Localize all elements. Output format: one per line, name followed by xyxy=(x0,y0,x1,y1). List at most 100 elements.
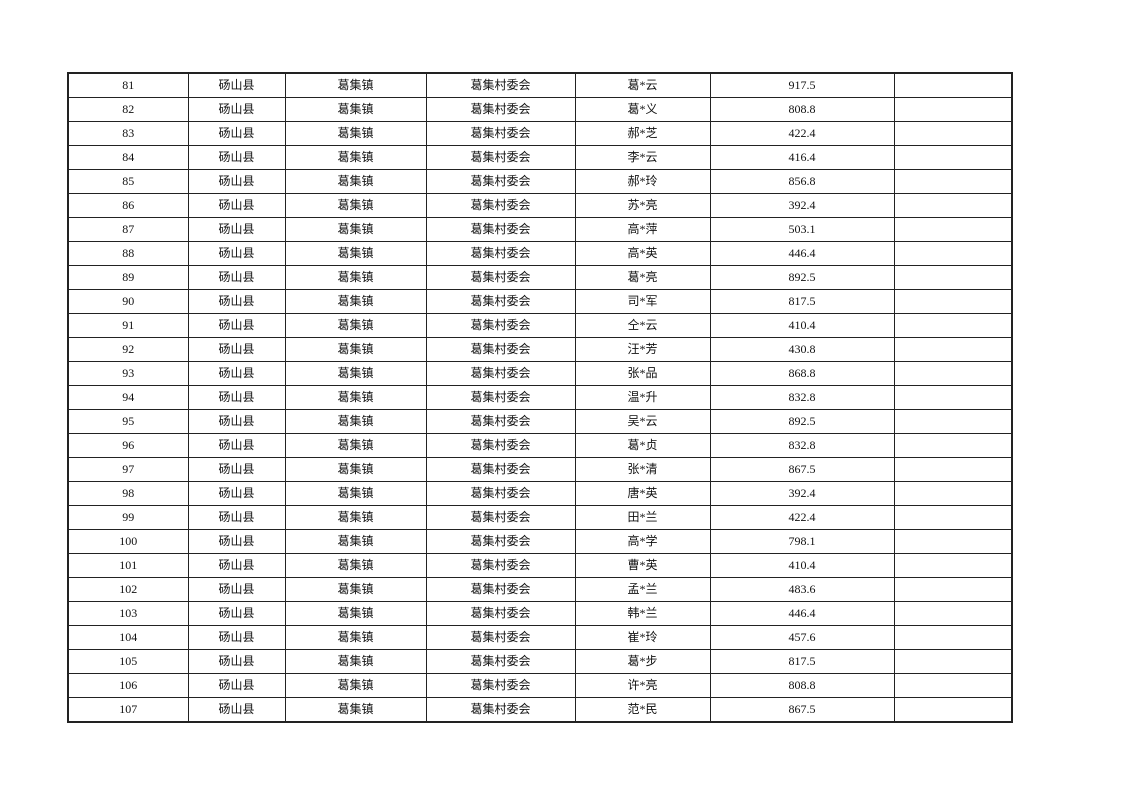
amount-cell: 868.8 xyxy=(709,361,895,386)
village-committee-cell: 葛集村委会 xyxy=(425,385,576,410)
remarks-cell xyxy=(893,433,1013,458)
row-number-cell: 100 xyxy=(67,529,189,554)
table-row: 95 砀山县 葛集镇 葛集村委会 吴*云 892.5 xyxy=(67,409,1013,434)
county-cell: 砀山县 xyxy=(187,121,286,146)
table-row: 98 砀山县 葛集镇 葛集村委会 唐*英 392.4 xyxy=(67,481,1013,506)
table-row: 106 砀山县 葛集镇 葛集村委会 许*亮 808.8 xyxy=(67,673,1013,698)
table-row: 91 砀山县 葛集镇 葛集村委会 仝*云 410.4 xyxy=(67,313,1013,338)
table-row: 93 砀山县 葛集镇 葛集村委会 张*品 868.8 xyxy=(67,361,1013,386)
remarks-cell xyxy=(893,265,1013,290)
table-row: 92 砀山县 葛集镇 葛集村委会 汪*芳 430.8 xyxy=(67,337,1013,362)
person-name-cell: 高*萍 xyxy=(574,217,711,242)
county-cell: 砀山县 xyxy=(187,72,286,98)
amount-cell: 410.4 xyxy=(709,313,895,338)
row-number-cell: 89 xyxy=(67,265,189,290)
village-committee-cell: 葛集村委会 xyxy=(425,601,576,626)
table-row: 85 砀山县 葛集镇 葛集村委会 郝*玲 856.8 xyxy=(67,169,1013,194)
remarks-cell xyxy=(893,625,1013,650)
person-name-cell: 李*云 xyxy=(574,145,711,170)
remarks-cell xyxy=(893,481,1013,506)
person-name-cell: 郝*芝 xyxy=(574,121,711,146)
amount-cell: 457.6 xyxy=(709,625,895,650)
amount-cell: 817.5 xyxy=(709,289,895,314)
row-number-cell: 104 xyxy=(67,625,189,650)
county-cell: 砀山县 xyxy=(187,241,286,266)
row-number-cell: 105 xyxy=(67,649,189,674)
village-committee-cell: 葛集村委会 xyxy=(425,337,576,362)
town-cell: 葛集镇 xyxy=(284,241,427,266)
county-cell: 砀山县 xyxy=(187,145,286,170)
table-row: 89 砀山县 葛集镇 葛集村委会 葛*亮 892.5 xyxy=(67,265,1013,290)
town-cell: 葛集镇 xyxy=(284,169,427,194)
remarks-cell xyxy=(893,553,1013,578)
village-committee-cell: 葛集村委会 xyxy=(425,577,576,602)
row-number-cell: 92 xyxy=(67,337,189,362)
table-body: 81 砀山县 葛集镇 葛集村委会 葛*云 917.5 82 砀山县 葛集镇 葛集村委会 葛*义 808… xyxy=(67,72,1013,723)
amount-cell: 808.8 xyxy=(709,97,895,122)
row-number-cell: 88 xyxy=(67,241,189,266)
village-committee-cell: 葛集村委会 xyxy=(425,289,576,314)
remarks-cell xyxy=(893,313,1013,338)
town-cell: 葛集镇 xyxy=(284,97,427,122)
town-cell: 葛集镇 xyxy=(284,145,427,170)
person-name-cell: 郝*玲 xyxy=(574,169,711,194)
person-name-cell: 葛*步 xyxy=(574,649,711,674)
row-number-cell: 99 xyxy=(67,505,189,530)
person-name-cell: 葛*亮 xyxy=(574,265,711,290)
person-name-cell: 葛*义 xyxy=(574,97,711,122)
town-cell: 葛集镇 xyxy=(284,649,427,674)
table-row: 87 砀山县 葛集镇 葛集村委会 高*萍 503.1 xyxy=(67,217,1013,242)
row-number-cell: 87 xyxy=(67,217,189,242)
person-name-cell: 温*升 xyxy=(574,385,711,410)
town-cell: 葛集镇 xyxy=(284,601,427,626)
remarks-cell xyxy=(893,72,1013,98)
village-committee-cell: 葛集村委会 xyxy=(425,313,576,338)
county-cell: 砀山县 xyxy=(187,577,286,602)
remarks-cell xyxy=(893,145,1013,170)
person-name-cell: 田*兰 xyxy=(574,505,711,530)
county-cell: 砀山县 xyxy=(187,601,286,626)
county-cell: 砀山县 xyxy=(187,697,286,723)
county-cell: 砀山县 xyxy=(187,289,286,314)
county-cell: 砀山县 xyxy=(187,97,286,122)
person-name-cell: 张*清 xyxy=(574,457,711,482)
person-name-cell: 崔*玲 xyxy=(574,625,711,650)
row-number-cell: 84 xyxy=(67,145,189,170)
remarks-cell xyxy=(893,121,1013,146)
amount-cell: 483.6 xyxy=(709,577,895,602)
village-committee-cell: 葛集村委会 xyxy=(425,625,576,650)
town-cell: 葛集镇 xyxy=(284,577,427,602)
remarks-cell xyxy=(893,97,1013,122)
person-name-cell: 仝*云 xyxy=(574,313,711,338)
county-cell: 砀山县 xyxy=(187,337,286,362)
village-committee-cell: 葛集村委会 xyxy=(425,529,576,554)
person-name-cell: 高*学 xyxy=(574,529,711,554)
person-name-cell: 葛*贞 xyxy=(574,433,711,458)
row-number-cell: 82 xyxy=(67,97,189,122)
table-row: 96 砀山县 葛集镇 葛集村委会 葛*贞 832.8 xyxy=(67,433,1013,458)
table-row: 99 砀山县 葛集镇 葛集村委会 田*兰 422.4 xyxy=(67,505,1013,530)
amount-cell: 867.5 xyxy=(709,697,895,723)
remarks-cell xyxy=(893,577,1013,602)
amount-cell: 503.1 xyxy=(709,217,895,242)
table-row: 103 砀山县 葛集镇 葛集村委会 韩*兰 446.4 xyxy=(67,601,1013,626)
town-cell: 葛集镇 xyxy=(284,385,427,410)
table-row: 84 砀山县 葛集镇 葛集村委会 李*云 416.4 xyxy=(67,145,1013,170)
remarks-cell xyxy=(893,529,1013,554)
village-committee-cell: 葛集村委会 xyxy=(425,121,576,146)
village-committee-cell: 葛集村委会 xyxy=(425,193,576,218)
remarks-cell xyxy=(893,649,1013,674)
table-row: 105 砀山县 葛集镇 葛集村委会 葛*步 817.5 xyxy=(67,649,1013,674)
table-row: 104 砀山县 葛集镇 葛集村委会 崔*玲 457.6 xyxy=(67,625,1013,650)
county-cell: 砀山县 xyxy=(187,529,286,554)
person-name-cell: 唐*英 xyxy=(574,481,711,506)
amount-cell: 392.4 xyxy=(709,193,895,218)
town-cell: 葛集镇 xyxy=(284,193,427,218)
row-number-cell: 91 xyxy=(67,313,189,338)
remarks-cell xyxy=(893,193,1013,218)
amount-cell: 416.4 xyxy=(709,145,895,170)
town-cell: 葛集镇 xyxy=(284,265,427,290)
person-name-cell: 范*民 xyxy=(574,697,711,723)
person-name-cell: 张*品 xyxy=(574,361,711,386)
remarks-cell xyxy=(893,385,1013,410)
